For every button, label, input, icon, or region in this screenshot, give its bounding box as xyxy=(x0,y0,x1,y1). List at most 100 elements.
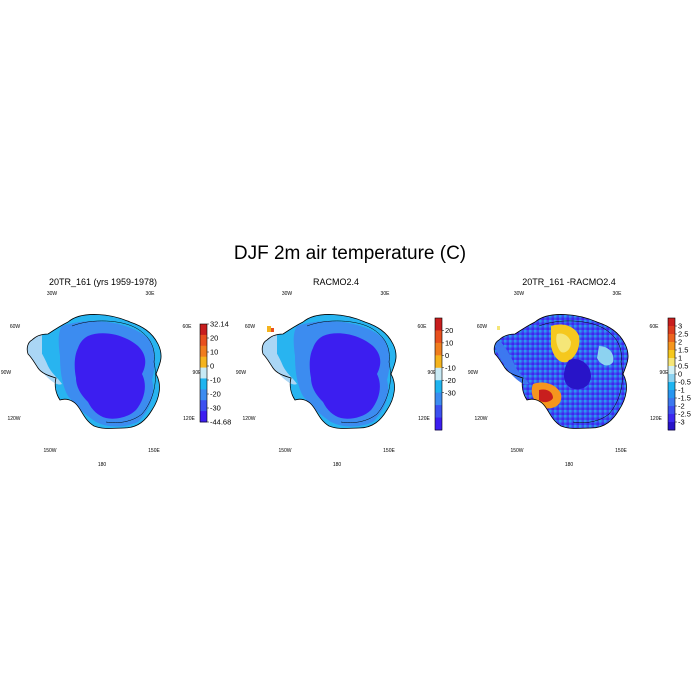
longitude-label: 120E xyxy=(183,416,195,422)
grounding-line xyxy=(306,320,391,423)
longitude-label: 150E xyxy=(615,448,627,454)
longitude-label: 90W xyxy=(468,370,479,376)
grounding-line xyxy=(71,320,156,423)
colorbar-segment xyxy=(668,318,675,327)
longitude-label: 150W xyxy=(43,448,56,454)
longitude-label: 30W xyxy=(282,291,293,297)
warm-cell xyxy=(267,326,271,332)
colorbar-label: 0 xyxy=(678,370,682,379)
longitude-label: 120E xyxy=(650,416,662,422)
longitude-label: 30E xyxy=(146,291,156,297)
colorbar-segment xyxy=(435,380,442,394)
antarctica-map xyxy=(261,313,397,429)
colorbar-label: 1 xyxy=(678,354,682,363)
colorbar-segment xyxy=(435,330,442,344)
longitude-label: 180 xyxy=(565,462,574,468)
colorbar-label: 0.5 xyxy=(678,362,688,371)
colorbar-segment xyxy=(435,392,442,406)
longitude-label: 60W xyxy=(477,324,488,330)
longitude-labels: 30W 30E 60W 60E 90W 90E 120W 120E 150W 150E 180 xyxy=(468,291,669,468)
colorbar-segment xyxy=(668,398,675,407)
colorbar-label: -30 xyxy=(445,388,456,397)
antarctica-map xyxy=(26,313,162,429)
colorbar-frame xyxy=(199,323,208,423)
positive-anomaly xyxy=(539,389,553,403)
longitude-label: 150W xyxy=(510,448,523,454)
colorbar: 20 10 0 -10 -20 -30 xyxy=(434,317,456,431)
colorbar-segment xyxy=(668,358,675,367)
longitude-label: 150E xyxy=(383,448,395,454)
colorbar-segment xyxy=(200,400,207,412)
longitude-label: 150E xyxy=(148,448,160,454)
longitude-label: 60E xyxy=(183,324,193,330)
colorbar-label: 20 xyxy=(210,334,218,343)
colorbar-segment xyxy=(668,366,675,375)
longitude-label: 120W xyxy=(7,416,20,422)
longitude-label: 60E xyxy=(650,324,660,330)
colorbar-segment xyxy=(668,382,675,391)
colorbar-label: 20 xyxy=(445,326,453,335)
longitude-labels: 30W 30E 60W 60E 90W 90E 120W 120E 150W 150E 180 xyxy=(1,291,202,468)
colorbar-label: 2 xyxy=(678,338,682,347)
colorbar-label: 2.5 xyxy=(678,330,688,339)
colorbar-segment xyxy=(200,378,207,390)
colorbar-label: -10 xyxy=(210,376,221,385)
panel-title: 20TR_161 -RACMO2.4 xyxy=(522,277,616,287)
temperature-field xyxy=(277,314,397,429)
antarctica-map xyxy=(493,313,629,429)
longitude-label: 30W xyxy=(47,291,58,297)
longitude-label: 90W xyxy=(236,370,247,376)
panel-title: 20TR_161 (yrs 1959-1978) xyxy=(49,277,157,287)
positive-anomaly xyxy=(556,333,571,353)
longitude-labels: 30W 30E 60W 60E 90W 90E 120W 120E 150W 150E 180 xyxy=(236,291,437,468)
colorbar-label: -0.5 xyxy=(678,378,691,387)
colorbar-segment xyxy=(200,345,207,358)
colorbar-label: -2.5 xyxy=(678,410,691,419)
colorbar-label: 3 xyxy=(678,322,682,331)
colorbar: 32.14 20 10 0 -10 -20 -30 -44.68 xyxy=(199,320,231,427)
colorbar-frame xyxy=(434,317,443,431)
colorbar-segment xyxy=(200,389,207,401)
colorbar-segment xyxy=(668,326,675,335)
longitude-label: 30E xyxy=(381,291,391,297)
longitude-label: 90E xyxy=(428,370,438,376)
colorbar-segment xyxy=(668,414,675,423)
colorbar-label: 1.5 xyxy=(678,346,688,355)
colorbar-segment xyxy=(668,422,675,431)
colorbar-label: -20 xyxy=(445,376,456,385)
longitude-label: 60W xyxy=(245,324,256,330)
weak-anomaly xyxy=(597,346,614,366)
anomaly-patches xyxy=(531,324,614,409)
colorbar-segment xyxy=(668,350,675,359)
colorbar-segment xyxy=(435,405,442,418)
colorbar-label: 10 xyxy=(445,338,453,347)
colorbar-label: -1.5 xyxy=(678,394,691,403)
colorbar-segment xyxy=(435,342,442,356)
longitude-label: 30W xyxy=(514,291,525,297)
longitude-label: 150W xyxy=(278,448,291,454)
colorbar-label: -20 xyxy=(210,390,221,399)
colorbar-segment xyxy=(200,367,207,379)
negative-anomaly xyxy=(563,358,591,390)
colorbar-segment xyxy=(435,367,442,381)
longitude-label: 120W xyxy=(474,416,487,422)
colorbar-label: -30 xyxy=(210,404,221,413)
grounding-line xyxy=(538,320,623,423)
temperature-field xyxy=(42,314,162,429)
colorbar-segment xyxy=(668,334,675,343)
colorbar-label: 0 xyxy=(210,362,214,371)
colorbar-segment xyxy=(435,355,442,369)
longitude-label: 60E xyxy=(418,324,428,330)
colorbar-label: -10 xyxy=(445,363,456,372)
colorbar-segment xyxy=(668,374,675,383)
colorbar-segment xyxy=(200,334,207,347)
colorbar-segment xyxy=(668,342,675,351)
colorbar-label: -1 xyxy=(678,386,685,395)
colorbar-label: -2 xyxy=(678,402,685,411)
colorbar-segment xyxy=(200,324,207,336)
figure-title: DJF 2m air temperature (C) xyxy=(233,243,467,264)
colorbar-label: -44.68 xyxy=(210,418,231,427)
longitude-label: 90E xyxy=(193,370,203,376)
longitude-label: 180 xyxy=(333,462,342,468)
